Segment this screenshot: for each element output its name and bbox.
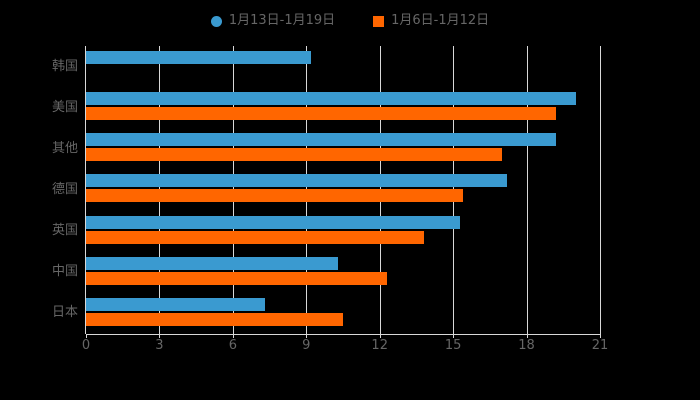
y-axis-tick-label: 英国 (51, 223, 78, 239)
bar-group (86, 128, 600, 169)
bar[interactable] (86, 271, 388, 285)
chart-legend: 1月13日-1月19日 1月6日-1月12日 (0, 8, 700, 34)
y-axis-tick-label: 美国 (51, 99, 78, 115)
x-axis-line (86, 334, 600, 335)
x-axis-tick-label: 12 (371, 338, 388, 353)
bar-group (86, 211, 600, 252)
bar[interactable] (86, 312, 343, 326)
x-axis-tick (86, 334, 87, 338)
y-axis-tick-label: 日本 (51, 305, 78, 321)
bar[interactable] (86, 174, 507, 188)
bar-group (86, 293, 600, 334)
bar-group (86, 169, 600, 210)
bar[interactable] (86, 133, 556, 147)
legend-label-series-2: 1月6日-1月12日 (391, 13, 490, 28)
bar[interactable] (86, 51, 312, 64)
legend-label-series-1: 1月13日-1月19日 (228, 13, 336, 28)
x-axis-tick (159, 334, 161, 338)
legend-item-series-1[interactable]: 1月13日-1月19日 (210, 11, 336, 31)
square-marker-icon (373, 15, 385, 27)
bar[interactable] (86, 297, 265, 311)
y-axis-tick-label: 中国 (51, 264, 78, 280)
bar[interactable] (86, 215, 461, 229)
x-axis-tick (600, 334, 601, 338)
bar[interactable] (86, 92, 576, 106)
x-axis-tick (453, 334, 455, 338)
bar[interactable] (86, 148, 503, 162)
x-axis-tick (306, 334, 308, 338)
x-axis-tick (379, 334, 381, 338)
x-axis-tick-label: 0 (81, 338, 91, 353)
y-axis-tick-label: 德国 (51, 182, 78, 197)
x-axis-tick-label: 3 (155, 338, 164, 353)
y-axis-tick-label: 其他 (51, 140, 78, 156)
circle-marker-icon (210, 15, 222, 27)
gridline (600, 46, 601, 334)
y-axis-tick-label: 韩国 (51, 58, 78, 74)
x-axis-tick-label: 18 (518, 338, 535, 353)
bar[interactable] (86, 189, 463, 203)
y-axis-labels: 韩国美国其他德国英国中国日本 (0, 46, 78, 334)
y-axis-line (85, 46, 86, 334)
bar-group (86, 252, 600, 293)
x-axis-tick-label: 15 (444, 338, 462, 353)
x-axis-tick-label: 21 (591, 338, 609, 353)
bar[interactable] (86, 107, 556, 121)
bar-group (86, 87, 600, 128)
gridline (526, 46, 528, 334)
x-axis-labels: 0 3 6 9 12 15 18 21 (0, 338, 700, 362)
bar[interactable] (86, 256, 339, 270)
bar[interactable] (86, 230, 424, 244)
bar-group (86, 46, 600, 87)
x-axis-tick (526, 334, 528, 338)
plot-area (86, 46, 601, 334)
x-axis-tick (232, 334, 234, 338)
x-axis-tick-label: 9 (302, 338, 311, 353)
legend-item-series-2[interactable]: 1月6日-1月12日 (373, 11, 489, 31)
x-axis-tick-label: 6 (228, 338, 237, 353)
